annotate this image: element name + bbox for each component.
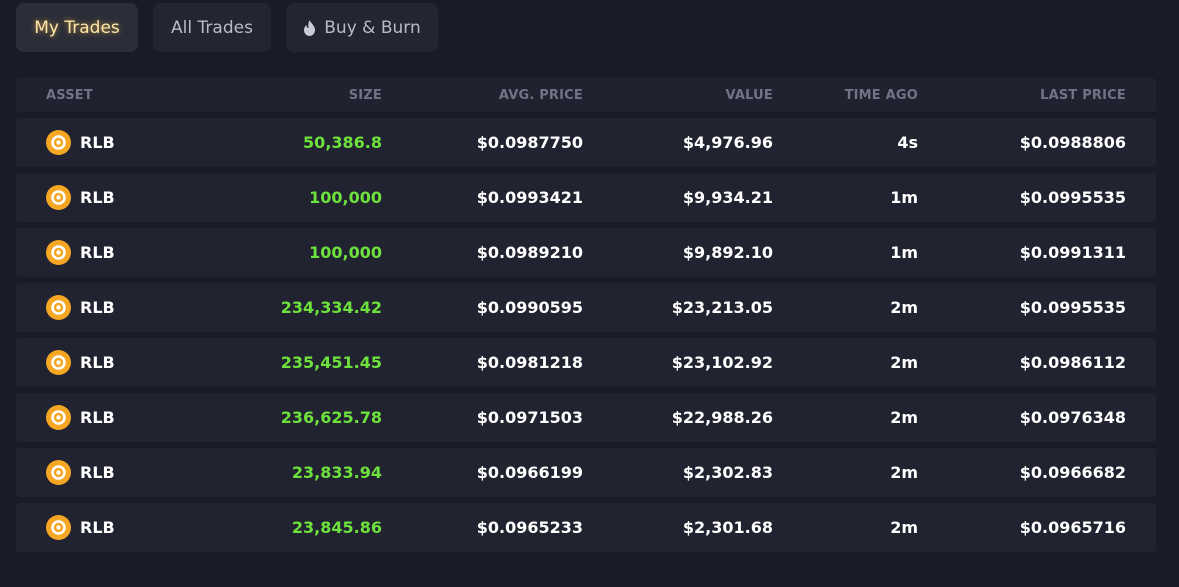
table-row[interactable]: RLB 50,386.8 $0.0987750 $4,976.96 4s $0.09888… (16, 118, 1156, 167)
last-price-cell: $0.0991311 (1019, 243, 1126, 262)
time-ago-cell: 2m (890, 298, 918, 317)
last-price-cell: $0.0976348 (1019, 408, 1126, 427)
value-cell: $2,302.83 (682, 463, 773, 482)
table-header: ASSET SIZE AVG. PRICE VALUE TIME AGO LAS… (16, 78, 1156, 112)
tab-all-trades[interactable]: All Trades (153, 3, 271, 52)
size-cell: 100,000 (309, 188, 382, 207)
asset-cell: RLB (46, 228, 115, 277)
time-ago-cell: 2m (890, 408, 918, 427)
last-price-cell: $0.0966682 (1019, 463, 1126, 482)
asset-symbol: RLB (80, 353, 115, 372)
asset-symbol: RLB (80, 463, 115, 482)
asset-cell: RLB (46, 503, 115, 552)
last-price-cell: $0.0986112 (1019, 353, 1126, 372)
avg-price-cell: $0.0981218 (476, 353, 583, 372)
value-cell: $23,102.92 (671, 353, 773, 372)
table-row[interactable]: RLB 235,451.45 $0.0981218 $23,102.92 2m $0.09… (16, 338, 1156, 387)
header-value[interactable]: VALUE (725, 87, 773, 103)
table-row[interactable]: RLB 23,833.94 $0.0966199 $2,302.83 2m $0.0966… (16, 448, 1156, 497)
rlb-coin-icon (46, 405, 71, 430)
last-price-cell: $0.0995535 (1019, 188, 1126, 207)
header-last-price[interactable]: LAST PRICE (1040, 87, 1126, 103)
header-size[interactable]: SIZE (348, 87, 382, 103)
trade-tabs: My Trades All Trades Buy & Burn (16, 3, 438, 52)
avg-price-cell: $0.0987750 (476, 133, 583, 152)
avg-price-cell: $0.0971503 (476, 408, 583, 427)
size-cell: 23,833.94 (291, 463, 382, 482)
tab-buy-and-burn[interactable]: Buy & Burn (286, 3, 438, 52)
tab-my-trades[interactable]: My Trades (16, 3, 138, 52)
table-row[interactable]: RLB 236,625.78 $0.0971503 $22,988.26 2m $0.09… (16, 393, 1156, 442)
avg-price-cell: $0.0989210 (476, 243, 583, 262)
asset-cell: RLB (46, 283, 115, 332)
rlb-coin-icon (46, 130, 71, 155)
size-cell: 234,334.42 (280, 298, 382, 317)
avg-price-cell: $0.0990595 (476, 298, 583, 317)
asset-cell: RLB (46, 393, 115, 442)
asset-cell: RLB (46, 338, 115, 387)
value-cell: $9,934.21 (682, 188, 773, 207)
avg-price-cell: $0.0993421 (476, 188, 583, 207)
avg-price-cell: $0.0965233 (476, 518, 583, 537)
time-ago-cell: 2m (890, 518, 918, 537)
rlb-coin-icon (46, 350, 71, 375)
value-cell: $22,988.26 (671, 408, 773, 427)
tab-my-trades-label: My Trades (34, 17, 120, 38)
table-row[interactable]: RLB 100,000 $0.0989210 $9,892.10 1m $0.099131… (16, 228, 1156, 277)
time-ago-cell: 2m (890, 463, 918, 482)
value-cell: $4,976.96 (682, 133, 773, 152)
rlb-coin-icon (46, 185, 71, 210)
table-body: RLB 50,386.8 $0.0987750 $4,976.96 4s $0.09888… (16, 118, 1156, 552)
avg-price-cell: $0.0966199 (476, 463, 583, 482)
value-cell: $2,301.68 (682, 518, 773, 537)
tab-buy-and-burn-label: Buy & Burn (324, 17, 421, 38)
asset-cell: RLB (46, 448, 115, 497)
time-ago-cell: 1m (890, 243, 918, 262)
time-ago-cell: 1m (890, 188, 918, 207)
asset-symbol: RLB (80, 188, 115, 207)
rlb-coin-icon (46, 240, 71, 265)
size-cell: 235,451.45 (280, 353, 382, 372)
rlb-coin-icon (46, 295, 71, 320)
time-ago-cell: 4s (897, 133, 918, 152)
table-row[interactable]: RLB 23,845.86 $0.0965233 $2,301.68 2m $0.0965… (16, 503, 1156, 552)
asset-symbol: RLB (80, 298, 115, 317)
last-price-cell: $0.0965716 (1019, 518, 1126, 537)
size-cell: 23,845.86 (291, 518, 382, 537)
fire-icon (303, 19, 316, 36)
asset-symbol: RLB (80, 243, 115, 262)
header-avg-price[interactable]: AVG. PRICE (498, 87, 583, 103)
asset-cell: RLB (46, 118, 115, 167)
size-cell: 50,386.8 (303, 133, 382, 152)
size-cell: 236,625.78 (280, 408, 382, 427)
asset-cell: RLB (46, 173, 115, 222)
header-time-ago[interactable]: TIME AGO (844, 87, 918, 103)
rlb-coin-icon (46, 515, 71, 540)
last-price-cell: $0.0995535 (1019, 298, 1126, 317)
table-row[interactable]: RLB 234,334.42 $0.0990595 $23,213.05 2m $0.09… (16, 283, 1156, 332)
table-row[interactable]: RLB 100,000 $0.0993421 $9,934.21 1m $0.099553… (16, 173, 1156, 222)
rlb-coin-icon (46, 460, 71, 485)
asset-symbol: RLB (80, 408, 115, 427)
asset-symbol: RLB (80, 518, 115, 537)
asset-symbol: RLB (80, 133, 115, 152)
value-cell: $23,213.05 (671, 298, 773, 317)
tab-all-trades-label: All Trades (171, 17, 253, 38)
value-cell: $9,892.10 (682, 243, 773, 262)
header-asset[interactable]: ASSET (46, 87, 93, 103)
last-price-cell: $0.0988806 (1019, 133, 1126, 152)
time-ago-cell: 2m (890, 353, 918, 372)
size-cell: 100,000 (309, 243, 382, 262)
trades-table: ASSET SIZE AVG. PRICE VALUE TIME AGO LAS… (16, 78, 1156, 552)
